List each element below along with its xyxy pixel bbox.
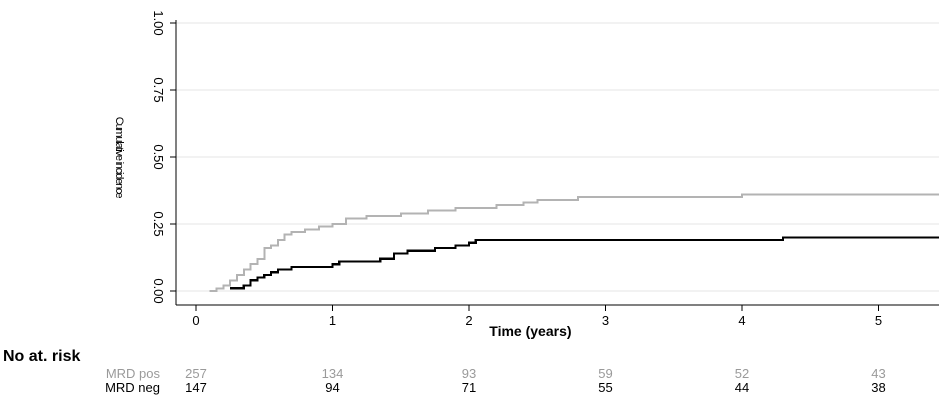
x-axis-label: Time (years) (489, 323, 571, 339)
risk-value-mrd-neg: 38 (871, 380, 885, 395)
series-lines (209, 193, 939, 292)
x-tick-label: 2 (465, 313, 472, 328)
risk-value-mrd-neg: 55 (598, 380, 612, 395)
risk-value-mrd-pos: 134 (322, 366, 344, 381)
gridlines (176, 22, 939, 292)
risk-value-mrd-neg: 44 (735, 380, 749, 395)
risk-value-mrd-neg: 147 (185, 380, 207, 395)
y-axis-label: Cumulative incidence (113, 117, 125, 199)
series-line-mrd-neg (230, 236, 939, 290)
y-tick-label: 0.75 (151, 77, 166, 102)
risk-value-mrd-neg: 94 (325, 380, 339, 395)
y-tick-label: 0.00 (151, 278, 166, 303)
risk-table-title: No at. risk (3, 348, 80, 365)
x-tick-label: 1 (329, 313, 336, 328)
y-tick-label: 1.00 (151, 10, 166, 35)
axes (175, 20, 939, 306)
x-tick-label: 5 (875, 313, 882, 328)
x-tick-label: 3 (602, 313, 609, 328)
risk-value-mrd-pos: 43 (871, 366, 885, 381)
number-at-risk-table: No at. risk MRD pos MRD neg 257 134 93 59 52… (3, 348, 886, 395)
risk-value-mrd-pos: 52 (735, 366, 749, 381)
x-tick-label: 0 (192, 313, 199, 328)
risk-row-label-mrd-pos: MRD pos (106, 366, 161, 381)
risk-value-mrd-pos: 93 (462, 366, 476, 381)
y-tick-label: 0.25 (151, 211, 166, 236)
series-line-mrd-pos (209, 193, 939, 292)
risk-value-mrd-pos: 59 (598, 366, 612, 381)
risk-value-mrd-neg: 71 (462, 380, 476, 395)
y-tick-label: 0.50 (151, 144, 166, 169)
x-tick-label: 4 (738, 313, 745, 328)
risk-row-label-mrd-neg: MRD neg (105, 380, 160, 395)
axis-ticks: 0.00 0.25 0.50 0.75 1.00 0 1 2 3 4 5 (151, 10, 882, 328)
risk-value-mrd-pos: 257 (185, 366, 207, 381)
